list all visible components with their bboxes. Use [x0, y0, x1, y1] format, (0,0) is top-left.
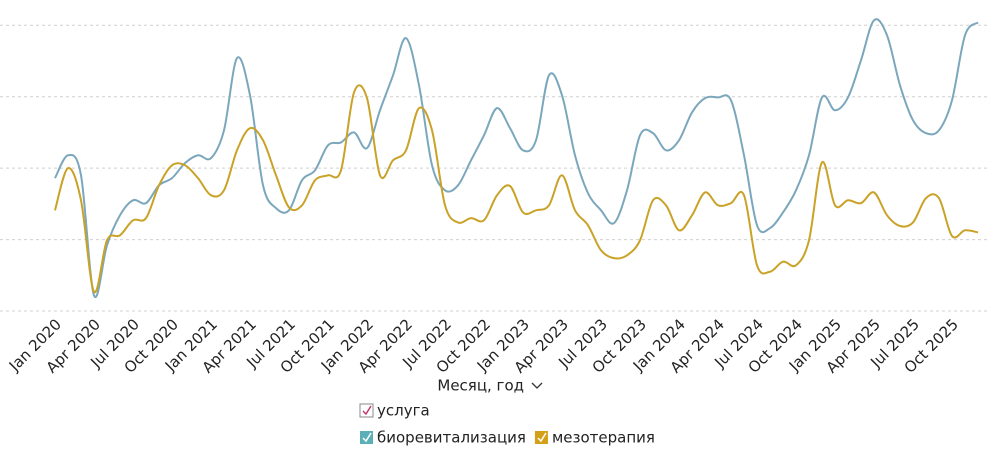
line-series [54, 84, 979, 294]
legend-label: мезотерапия [552, 429, 655, 447]
legend-label: биоревитализация [377, 429, 526, 447]
checkmark [537, 432, 547, 443]
legend-checkbox[interactable] [534, 431, 548, 444]
x-axis-label: Месяц, год [437, 377, 524, 395]
legend-checkbox[interactable] [360, 431, 373, 444]
legend-title-checkbox[interactable] [359, 403, 374, 418]
checkmark [362, 405, 372, 416]
checkmark [362, 432, 372, 443]
line-series [54, 18, 979, 299]
legend-item[interactable]: мезотерапия [534, 429, 655, 447]
legend-item[interactable]: биоревитализация [360, 429, 526, 447]
axis-chevron[interactable] [531, 382, 543, 389]
legend-title: услуга [377, 402, 430, 420]
